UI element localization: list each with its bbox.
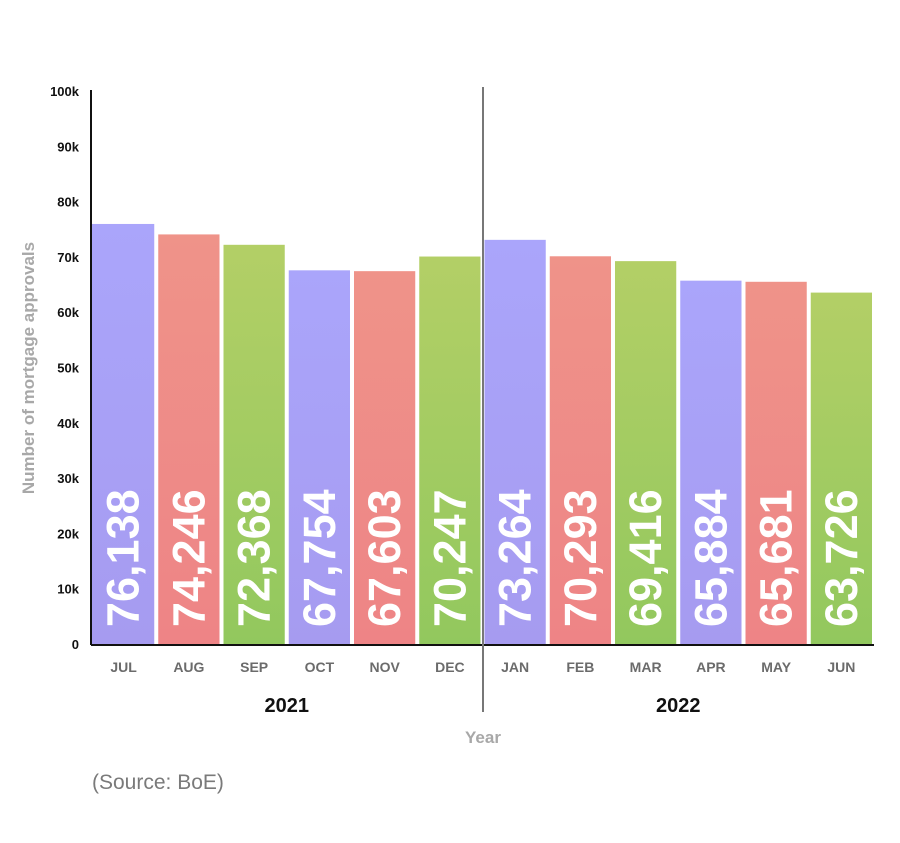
bar-value-label: 69,416 — [620, 489, 671, 627]
year-group-label: 2021 — [265, 695, 310, 717]
bar-dec — [419, 256, 481, 645]
bar-may — [745, 281, 807, 645]
y-tick-label: 70k — [57, 250, 79, 265]
bar-value-label: 65,884 — [685, 489, 736, 627]
y-ticks-group: 0 10k 20k 30k 40k 50k 60k 70k 80k 90k 100k — [50, 84, 80, 652]
x-category-label: MAR — [630, 659, 662, 675]
bar-feb — [549, 256, 611, 645]
x-axis-title: Year — [465, 728, 501, 747]
bar-mar — [615, 261, 677, 645]
y-tick-label: 0 — [72, 637, 79, 652]
bar-jan — [484, 239, 546, 645]
bar-value-label: 63,726 — [816, 489, 867, 627]
bars-group: 76,138 74,246 72,368 67,754 67,603 70,247 73,2… — [92, 223, 872, 646]
x-category-label: OCT — [305, 659, 335, 675]
x-category-label: APR — [696, 659, 726, 675]
bar-jul — [92, 223, 155, 646]
x-category-label: FEB — [566, 659, 594, 675]
y-tick-label: 100k — [50, 84, 80, 99]
x-category-label: NOV — [369, 659, 400, 675]
x-category-label: AUG — [173, 659, 204, 675]
bar-value-label: 65,681 — [751, 489, 802, 627]
year-groups: 2021 2022 — [265, 695, 701, 717]
y-tick-label: 30k — [57, 471, 79, 486]
bar-oct — [288, 270, 350, 645]
bar-value-label: 74,246 — [163, 489, 214, 627]
x-category-label: JUL — [110, 659, 137, 675]
x-category-label: DEC — [435, 659, 465, 675]
bar-sep — [223, 244, 285, 645]
y-tick-label: 20k — [57, 526, 79, 541]
y-tick-label: 90k — [57, 139, 79, 154]
x-category-label: MAY — [761, 659, 791, 675]
year-group-label: 2022 — [656, 695, 701, 717]
bar-value-label: 72,368 — [229, 489, 280, 627]
source-note: (Source: BoE) — [92, 771, 224, 794]
y-tick-label: 40k — [57, 416, 79, 431]
bar-value-label: 73,264 — [490, 489, 541, 627]
bar-value-label: 67,754 — [294, 489, 345, 627]
bar-value-label: 70,293 — [555, 489, 606, 627]
y-axis-title: Number of mortgage approvals — [19, 242, 38, 494]
bar-value-label: 67,603 — [359, 489, 410, 627]
y-tick-label: 80k — [57, 195, 79, 210]
x-category-label: JAN — [501, 659, 529, 675]
y-tick-label: 60k — [57, 305, 79, 320]
x-category-label: SEP — [240, 659, 268, 675]
bar-value-label: 76,138 — [98, 489, 149, 627]
bar-apr — [680, 280, 742, 645]
y-tick-label: 10k — [57, 582, 79, 597]
bar-nov — [354, 271, 416, 645]
bar-aug — [158, 234, 220, 645]
y-tick-label: 50k — [57, 361, 79, 376]
x-category-label: JUN — [827, 659, 855, 675]
bar-value-label: 70,247 — [424, 489, 475, 627]
x-categories-group: JUL AUG SEP OCT NOV DEC JAN FEB MAR APR MAY JUN — [110, 659, 855, 675]
bar-jun — [810, 292, 872, 645]
